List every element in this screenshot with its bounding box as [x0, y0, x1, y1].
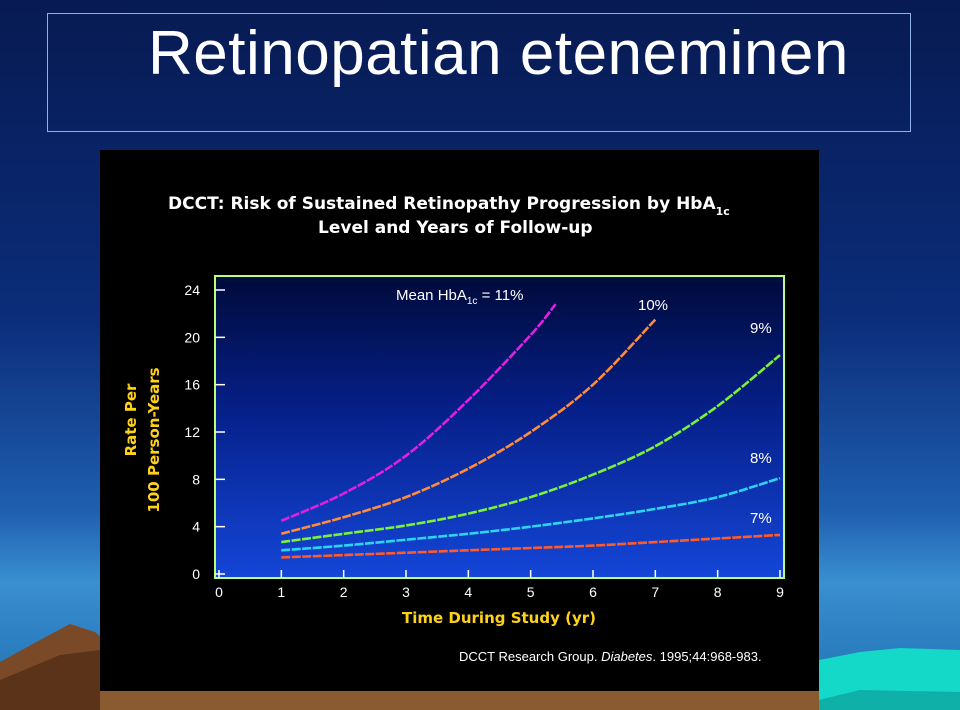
y-tick-label: 20	[184, 329, 200, 345]
chart-title-line2: Level and Years of Follow-up	[318, 218, 593, 238]
x-tick-label: 7	[651, 584, 659, 600]
series-label-11: Mean HbA1c = 11%	[396, 287, 523, 307]
series-label-8: 8%	[750, 450, 772, 467]
y-axis-label-line1: Rate Per	[122, 383, 140, 456]
slide-title: Retinopatian eteneminen	[148, 19, 849, 88]
chart-title-subscript: 1c	[716, 205, 730, 218]
x-tick-label: 8	[714, 584, 722, 600]
y-tick-label: 4	[192, 519, 200, 535]
x-tick-label: 6	[589, 584, 597, 600]
y-axis-ticks: 0 4 8 12 16 20 24	[184, 282, 225, 582]
citation: DCCT Research Group. Diabetes. 1995;44:9…	[459, 649, 762, 664]
y-tick-label: 8	[192, 471, 200, 487]
chart-title: DCCT: Risk of Sustained Retinopathy Prog…	[168, 194, 730, 218]
series-label-9: 9%	[750, 320, 772, 337]
retinopathy-chart: DCCT: Risk of Sustained Retinopathy Prog…	[122, 194, 785, 664]
series-label-10: 10%	[638, 297, 668, 314]
series-labels: Mean HbA1c = 11% 10% 9% 8% 7%	[396, 287, 772, 527]
y-tick-label: 16	[184, 377, 200, 393]
x-tick-label: 0	[215, 584, 223, 600]
y-tick-label: 12	[184, 424, 200, 440]
x-tick-label: 4	[464, 584, 472, 600]
series-line-10%	[280, 318, 657, 536]
title-frame	[47, 13, 911, 132]
x-axis-ticks: 0 1 2 3 4 5 6 7 8 9	[215, 570, 784, 600]
series-line-7%	[281, 533, 781, 559]
series-line-11%	[280, 303, 557, 522]
y-tick-label: 0	[192, 566, 200, 582]
series-line-8%	[281, 476, 781, 552]
x-tick-label: 5	[527, 584, 535, 600]
y-tick-label: 24	[184, 282, 200, 298]
y-axis-label-line2: 100 Person-Years	[145, 367, 163, 512]
x-tick-label: 3	[402, 584, 410, 600]
series-lines	[280, 303, 781, 559]
x-tick-label: 2	[340, 584, 348, 600]
plot-area	[214, 275, 785, 579]
x-tick-label: 9	[776, 584, 784, 600]
chart-panel: DCCT: Risk of Sustained Retinopathy Prog…	[100, 150, 819, 691]
x-tick-label: 1	[277, 584, 285, 600]
series-line-9%	[281, 354, 781, 544]
series-label-7: 7%	[750, 510, 772, 527]
x-axis-label: Time During Study (yr)	[402, 609, 596, 627]
